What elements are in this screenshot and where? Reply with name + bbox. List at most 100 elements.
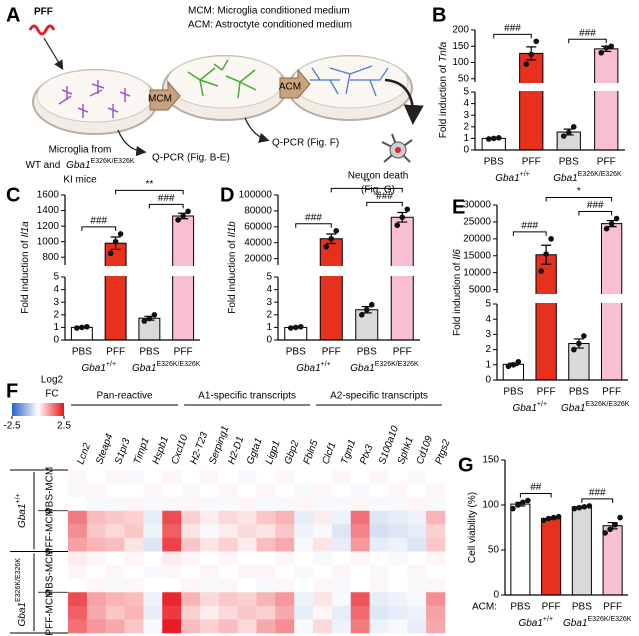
- heatmap-cell: [143, 497, 163, 512]
- y-tick-label: 150: [452, 41, 469, 52]
- heatmap-cell: [68, 592, 88, 607]
- heatmap-cell: [237, 551, 257, 566]
- data-point: [603, 225, 610, 232]
- heatmap-cell: [256, 524, 276, 539]
- y-tick-label: 100: [482, 500, 499, 511]
- heatmap-cell: [275, 565, 295, 579]
- heatmap-cell: [181, 524, 201, 539]
- heatmap-cell: [162, 470, 182, 484]
- data-point: [485, 136, 492, 142]
- colorbar-tick-label: -2.5: [3, 421, 21, 432]
- data-point: [510, 505, 516, 512]
- heatmap-cell: [313, 592, 333, 607]
- y-tick-label: 4: [463, 98, 469, 109]
- gene-name: Gba1: [553, 173, 577, 184]
- heatmap-cell: [313, 551, 333, 566]
- gene-name: Gba1: [350, 363, 374, 374]
- heatmap-cell: [294, 605, 314, 620]
- data-point: [543, 251, 549, 257]
- y-tick-label: 0: [266, 335, 272, 346]
- y-tick-label: 20000: [244, 253, 272, 264]
- panel-label: A: [6, 4, 20, 26]
- treatment-label: PBS-MCM: [45, 467, 56, 514]
- heatmap-cell: [369, 470, 389, 484]
- data-point: [112, 238, 119, 245]
- dish-rim: [36, 69, 154, 123]
- significance-bracket: [81, 226, 117, 231]
- x-tick-label: PFF: [322, 347, 341, 358]
- gene-name: Gba1: [512, 403, 536, 414]
- heatmap-cell: [294, 470, 314, 484]
- heatmap-cell: [369, 592, 389, 607]
- data-point: [540, 517, 547, 524]
- data-point: [146, 315, 153, 322]
- heatmap-cell: [162, 605, 182, 620]
- y-tick-label: 15000: [463, 250, 491, 261]
- y-tick-label: 4: [266, 284, 272, 295]
- outcome-label: Neuron death: [348, 171, 409, 182]
- data-point: [363, 306, 370, 313]
- heatmap-cell: [143, 578, 163, 593]
- y-tick-label: 200: [452, 25, 469, 36]
- y-tick-label: 3: [53, 297, 59, 308]
- heatmap-cell: [181, 537, 201, 552]
- heatmap-cell: [162, 537, 182, 552]
- data-point: [520, 499, 526, 506]
- heatmap-cell: [256, 605, 276, 620]
- heatmap-cell: [388, 510, 408, 525]
- heatmap-cell: [105, 578, 125, 593]
- heatmap-cell: [124, 524, 144, 539]
- heatmap-cell: [237, 619, 257, 634]
- heatmap-cell: [256, 619, 276, 634]
- heatmap-cell: [237, 605, 257, 620]
- x-tick-label: PBS: [72, 347, 92, 358]
- panel-label: F: [6, 380, 18, 402]
- y-tick-label: 5: [463, 87, 469, 98]
- data-point: [399, 214, 406, 221]
- gene-label: Gbp2: [283, 439, 302, 466]
- bar: [172, 215, 195, 341]
- heatmap-cell: [143, 510, 163, 525]
- heatmap-cell: [331, 619, 352, 634]
- allele: E326K/E326K: [91, 158, 135, 165]
- heatmap-cell: [313, 524, 333, 539]
- y-axis-label-text: Fold induction of: [438, 65, 449, 139]
- heatmap-cell: [313, 483, 333, 498]
- heatmap-cell: [313, 470, 333, 484]
- significance-label: ###: [521, 220, 538, 231]
- heatmap-cell: [407, 551, 427, 566]
- heatmap-cell: [86, 497, 106, 512]
- gene-label: Cxcl10: [170, 433, 191, 466]
- heatmap-cell: [369, 578, 389, 593]
- heatmap-cell: [313, 619, 333, 634]
- heatmap-cell: [369, 619, 389, 634]
- heatmap-cell: [407, 510, 427, 525]
- x-tick-label: PBS: [569, 387, 589, 398]
- gene-label: Ggta1: [245, 437, 265, 466]
- heatmap-cell: [275, 619, 295, 634]
- heatmap-cell: [313, 578, 333, 593]
- gene-label: Hspb1: [151, 435, 171, 466]
- arrow: [279, 68, 311, 99]
- heatmap-cell: [143, 605, 163, 620]
- arrow: [43, 37, 64, 71]
- heatmap-cell: [350, 524, 370, 539]
- data-point: [560, 133, 567, 139]
- heatmap-cell: [275, 592, 295, 607]
- heatmap-cell: [275, 483, 295, 498]
- gene-name: Gba1: [17, 504, 28, 528]
- heatmap-cell: [294, 483, 314, 498]
- heatmap-cell: [388, 483, 408, 498]
- gene-label: Ptx3: [358, 443, 375, 466]
- heatmap-cell: [426, 537, 446, 552]
- heatmap-cell: [237, 470, 257, 484]
- bar: [319, 238, 343, 341]
- significance-label: ###: [90, 216, 107, 227]
- y-tick-label: 3: [463, 110, 469, 121]
- heatmap-cell: [199, 524, 220, 539]
- heatmap-cell: [294, 497, 314, 512]
- heatmap-cell: [256, 551, 276, 566]
- arrow: [149, 80, 181, 111]
- axis-break: [274, 266, 422, 276]
- heatmap-cell: [313, 510, 333, 525]
